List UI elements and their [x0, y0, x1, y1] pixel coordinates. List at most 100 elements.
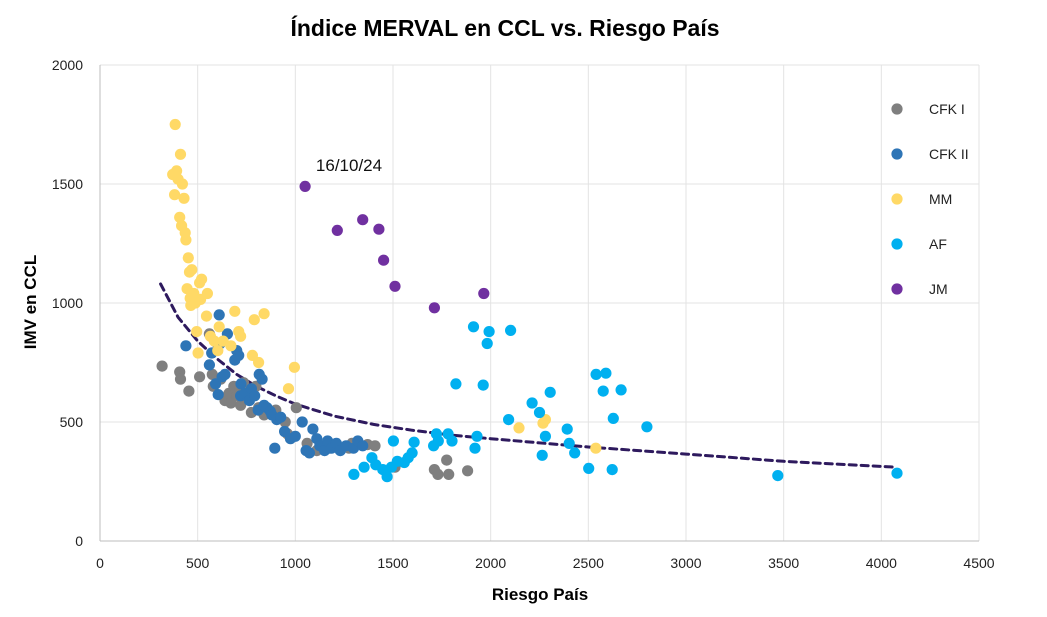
- point-af: [536, 449, 548, 461]
- point-mm: [282, 383, 295, 395]
- point-af: [597, 385, 609, 397]
- legend-marker-af: [891, 238, 903, 250]
- point-cfk-i: [443, 468, 455, 480]
- y-tick-label: 0: [75, 533, 83, 549]
- point-af: [561, 423, 573, 435]
- point-mm: [178, 192, 190, 204]
- point-af: [772, 470, 784, 482]
- point-mm: [225, 340, 237, 352]
- point-cfk-ii: [303, 447, 315, 459]
- x-tick-label: 4500: [963, 555, 994, 571]
- point-af: [450, 378, 462, 390]
- point-af: [481, 337, 493, 350]
- x-tick-label: 2500: [573, 555, 604, 571]
- point-af: [467, 321, 480, 333]
- point-cfk-i: [290, 402, 302, 414]
- point-cfk-ii: [357, 440, 369, 452]
- point-jm: [331, 224, 343, 236]
- y-tick-label: 1000: [52, 295, 83, 311]
- point-cfk-i: [156, 360, 168, 372]
- x-tick-label: 0: [96, 555, 104, 571]
- legend-marker-cfk-ii: [891, 148, 903, 160]
- point-af: [583, 462, 595, 474]
- point-cfk-ii: [212, 389, 224, 401]
- point-mm: [212, 345, 224, 357]
- point-mm: [176, 178, 188, 190]
- point-cfk-ii: [269, 442, 281, 454]
- point-jm: [389, 280, 401, 292]
- point-mm: [191, 326, 203, 338]
- point-jm: [299, 180, 311, 192]
- point-af: [503, 414, 515, 426]
- point-mm: [192, 347, 204, 359]
- legend-label-mm: MM: [929, 191, 952, 207]
- point-af: [606, 464, 618, 476]
- point-cfk-ii: [219, 368, 231, 380]
- y-axis-label: IMV en CCL: [21, 255, 40, 349]
- point-cfk-i: [174, 373, 187, 385]
- point-mm: [174, 211, 186, 223]
- point-af: [526, 397, 538, 409]
- point-af: [406, 447, 418, 459]
- point-af: [358, 461, 370, 473]
- x-tick-label: 500: [186, 555, 210, 571]
- point-mm: [213, 321, 225, 333]
- point-mm: [174, 148, 187, 160]
- point-cfk-ii: [289, 430, 301, 442]
- point-jm: [357, 214, 369, 226]
- annotation-label: 16/10/24: [316, 156, 382, 175]
- legend: CFK I CFK II MM AF JM: [891, 101, 969, 297]
- point-mm: [169, 118, 181, 131]
- x-tick-label: 4000: [866, 555, 897, 571]
- point-af: [590, 368, 602, 380]
- point-af: [607, 412, 619, 424]
- point-af: [544, 386, 556, 398]
- point-mm: [171, 165, 183, 177]
- point-jm: [478, 287, 490, 300]
- point-jm: [428, 302, 440, 314]
- point-mm: [182, 252, 194, 264]
- point-mm: [288, 361, 300, 373]
- legend-label-cfk-i: CFK I: [929, 101, 965, 117]
- point-mm: [229, 305, 241, 317]
- point-mm: [208, 335, 220, 347]
- point-cfk-ii: [203, 359, 215, 371]
- point-cfk-ii: [213, 309, 225, 321]
- point-cfk-ii: [256, 373, 268, 385]
- point-jm: [378, 254, 390, 266]
- point-af: [432, 435, 444, 447]
- x-tick-label: 3000: [670, 555, 701, 571]
- legend-label-jm: JM: [929, 281, 948, 297]
- point-af: [539, 430, 552, 442]
- axes: 0 500 1000 1500 2000 2500 3000 3500 4000 4500 0 500…: [52, 57, 995, 571]
- x-axis-label: Riesgo País: [492, 585, 588, 604]
- point-af: [381, 471, 393, 483]
- point-af: [615, 384, 627, 396]
- point-cfk-ii: [307, 423, 319, 435]
- point-af: [505, 324, 517, 336]
- point-mm: [235, 330, 247, 342]
- point-af: [408, 436, 420, 448]
- x-tick-label: 1000: [280, 555, 311, 571]
- legend-label-af: AF: [929, 236, 947, 252]
- legend-marker-mm: [891, 193, 903, 205]
- point-cfk-ii: [235, 378, 247, 390]
- point-af: [563, 437, 575, 449]
- point-cfk-i: [441, 454, 453, 466]
- point-af: [600, 367, 612, 379]
- legend-marker-jm: [891, 283, 903, 295]
- point-af: [469, 442, 481, 454]
- legend-marker-cfk-i: [891, 103, 903, 115]
- trendline-layer: [159, 282, 899, 469]
- point-cfk-i: [206, 368, 218, 380]
- point-mm: [186, 264, 198, 276]
- x-tick-label: 1500: [377, 555, 408, 571]
- point-af: [483, 326, 495, 338]
- chart-title: Índice MERVAL en CCL vs. Riesgo País: [290, 14, 719, 41]
- legend-label-cfk-ii: CFK II: [929, 146, 969, 162]
- gridlines: [99, 64, 980, 542]
- point-cfk-ii: [180, 340, 192, 352]
- data-points: [156, 118, 903, 483]
- point-mm: [169, 189, 181, 201]
